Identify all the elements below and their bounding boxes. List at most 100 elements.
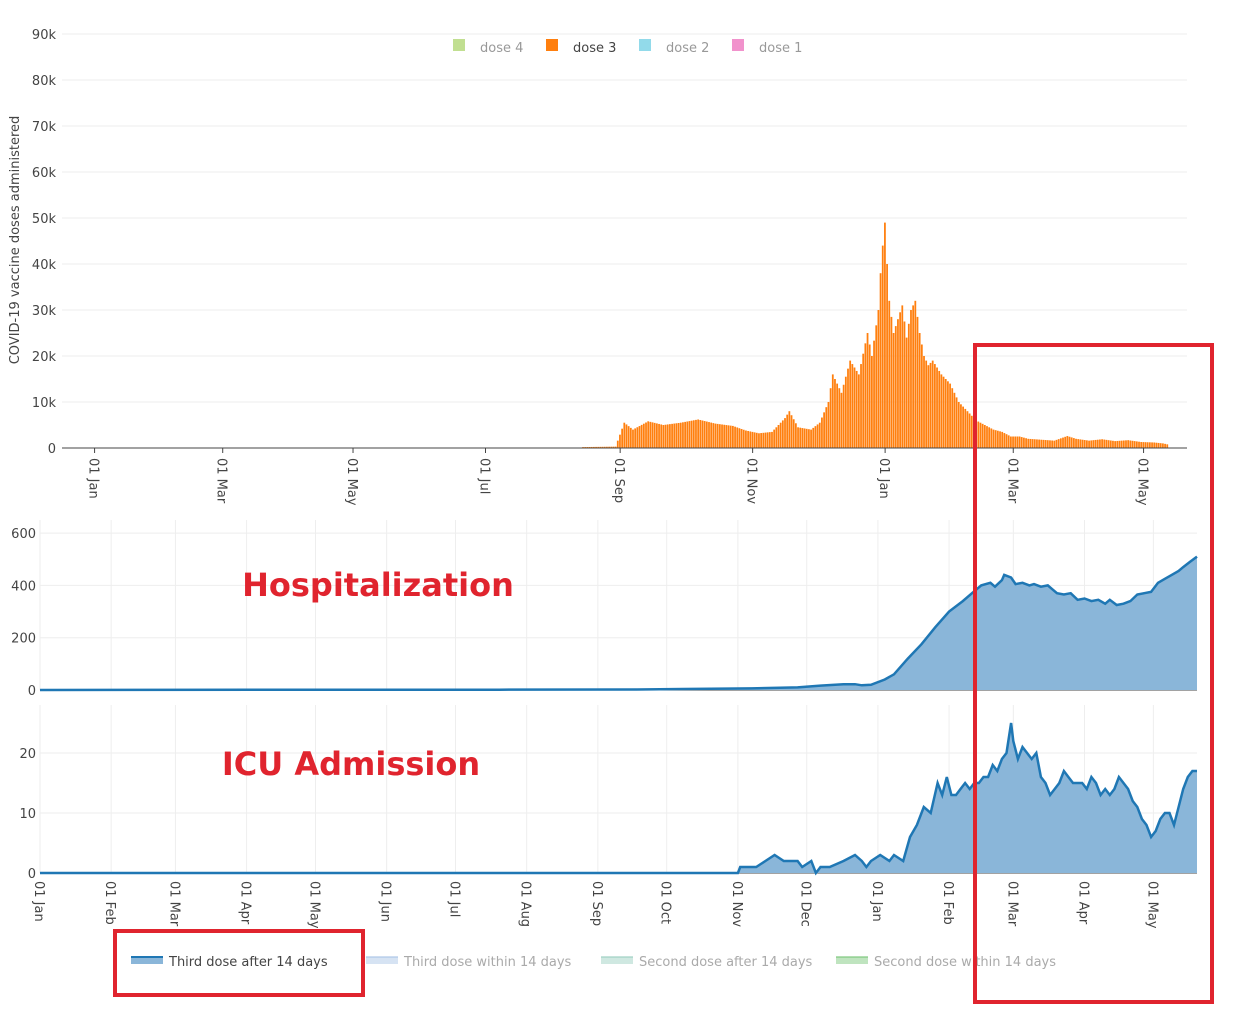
dose-3-bar bbox=[647, 421, 650, 448]
doses-legend[interactable]: dose 4 dose 3 dose 2 dose 1 bbox=[453, 39, 802, 56]
legend-item-dose-3[interactable]: dose 3 bbox=[546, 39, 616, 56]
dose-3-bar bbox=[866, 333, 869, 448]
dose-3-bar bbox=[855, 370, 858, 448]
x-tick-label: 01 Aug bbox=[518, 881, 533, 927]
dose-3-bar bbox=[914, 300, 917, 448]
dose-3-bars bbox=[582, 222, 1169, 448]
x-tick-label: 01 Jan bbox=[31, 881, 46, 922]
dose-3-bar bbox=[692, 420, 695, 448]
legend-item-dose-2[interactable]: dose 2 bbox=[639, 39, 709, 56]
dose-3-bar bbox=[593, 446, 595, 448]
dose-3-bar bbox=[1062, 437, 1064, 448]
legend-label: Second dose after 14 days bbox=[639, 955, 813, 970]
dose-3-bar bbox=[1059, 438, 1062, 448]
dose-3-bar bbox=[838, 388, 841, 448]
legend-item-dose-1[interactable]: dose 1 bbox=[732, 39, 802, 56]
y-tick-label: 10k bbox=[32, 396, 57, 411]
dose-3-bar bbox=[721, 424, 723, 448]
dose-3-bar bbox=[933, 364, 936, 448]
dose-3-bar bbox=[1101, 439, 1103, 448]
doses-gridlines bbox=[62, 33, 1187, 403]
dose-3-bar bbox=[1159, 443, 1162, 448]
dose-3-bar bbox=[638, 426, 641, 448]
y-tick-label: 50k bbox=[32, 212, 57, 227]
dose-3-bar bbox=[814, 426, 817, 448]
x-tick-label: 01 May bbox=[1144, 881, 1159, 929]
dose-3-bar bbox=[729, 425, 732, 448]
x-tick-label: 01 May bbox=[1135, 458, 1150, 506]
dose-3-bar bbox=[738, 428, 741, 448]
legend-item-second-dose-within-14-days[interactable]: Second dose within 14 days bbox=[836, 955, 1056, 970]
dose-3-bar bbox=[1103, 439, 1106, 448]
y-tick-label: 600 bbox=[11, 527, 36, 542]
dose-3-bar bbox=[1075, 438, 1077, 448]
dose-3-bar bbox=[862, 353, 865, 448]
dose-3-bar bbox=[938, 370, 941, 448]
dose-3-bar bbox=[655, 423, 658, 448]
legend-item-dose-4[interactable]: dose 4 bbox=[453, 39, 523, 56]
bottom-legend[interactable]: Third dose after 14 days Third dose withi… bbox=[131, 955, 1056, 970]
dose-3-bar bbox=[1120, 440, 1123, 448]
dose-3-bar bbox=[986, 426, 988, 448]
x-tick-label: 01 Mar bbox=[1004, 458, 1019, 504]
dose-3-bar bbox=[666, 424, 669, 448]
dose-3-bar bbox=[803, 428, 806, 448]
dose-3-bar bbox=[621, 428, 624, 448]
dose-3-bar bbox=[1109, 440, 1112, 448]
dose-3-bar bbox=[1070, 437, 1073, 448]
dose-3-bar bbox=[857, 374, 860, 448]
dose-3-bar bbox=[1144, 442, 1147, 448]
x-tick-label: 01 Oct bbox=[658, 881, 673, 924]
dose-3-bar bbox=[603, 446, 606, 448]
dose-3-bar bbox=[929, 362, 932, 448]
dose-3-bar bbox=[1018, 436, 1021, 448]
dose-3-bar bbox=[977, 421, 980, 448]
dose-3-bar bbox=[1012, 436, 1014, 448]
hospitalization-area bbox=[40, 556, 1197, 690]
dose-3-bar bbox=[688, 421, 691, 448]
dose-3-bar bbox=[660, 424, 663, 448]
doses-x-ticks: 01 Jan 01 Mar 01 May 01 Jul 01 Sep 01 Nov 01 J… bbox=[86, 448, 1150, 506]
dose-3-bar bbox=[1042, 439, 1045, 448]
dose-3-bar bbox=[1064, 436, 1067, 448]
dose-3-bar bbox=[679, 422, 682, 448]
dose-3-bar bbox=[669, 424, 671, 448]
dose-3-bar bbox=[1057, 439, 1060, 448]
dose-3-bar bbox=[868, 344, 871, 448]
dose-3-bar bbox=[1138, 441, 1140, 448]
x-tick-label: 01 Jan bbox=[869, 881, 884, 922]
y-tick-label: 30k bbox=[32, 304, 57, 319]
hospitalization-line bbox=[39, 555, 1198, 692]
legend-swatch bbox=[546, 39, 558, 51]
hospitalization-area-chart: 0 200 400 600 Hospitalization bbox=[11, 520, 1198, 699]
dose-3-bar bbox=[723, 424, 726, 448]
dose-3-bar bbox=[645, 422, 647, 448]
dose-3-bar bbox=[1025, 438, 1027, 448]
dose-3-bar bbox=[1038, 439, 1041, 448]
dose-3-bar bbox=[875, 325, 878, 448]
legend-item-second-dose-after-14-days[interactable]: Second dose after 14 days bbox=[601, 955, 813, 970]
icu-y-ticks: 0 10 20 bbox=[19, 747, 36, 882]
dose-3-bar bbox=[966, 411, 969, 448]
y-tick-label: 90k bbox=[32, 28, 57, 43]
legend-label: dose 3 bbox=[573, 41, 616, 56]
dose-3-bar bbox=[1014, 436, 1017, 448]
dose-3-bar bbox=[590, 446, 593, 448]
dose-3-bar bbox=[1031, 439, 1034, 448]
legend-item-third-dose-after-14-days[interactable]: Third dose after 14 days bbox=[131, 955, 328, 970]
legend-item-third-dose-within-14-days[interactable]: Third dose within 14 days bbox=[366, 955, 572, 970]
dose-3-bar bbox=[999, 431, 1001, 448]
dose-3-bar bbox=[916, 316, 919, 448]
dose-3-bar bbox=[1153, 442, 1156, 448]
dose-3-bar bbox=[682, 422, 684, 448]
dose-3-bar bbox=[1131, 440, 1134, 448]
x-tick-label: 01 Mar bbox=[1004, 881, 1019, 927]
y-tick-label: 0 bbox=[48, 442, 56, 457]
y-tick-label: 0 bbox=[28, 684, 36, 699]
dose-3-bar bbox=[1157, 442, 1160, 448]
dose-3-bar bbox=[690, 420, 693, 448]
y-tick-label: 40k bbox=[32, 258, 57, 273]
legend-swatch-fill bbox=[366, 957, 398, 964]
dose-3-bar bbox=[742, 429, 745, 448]
dose-3-bar bbox=[1005, 434, 1008, 448]
